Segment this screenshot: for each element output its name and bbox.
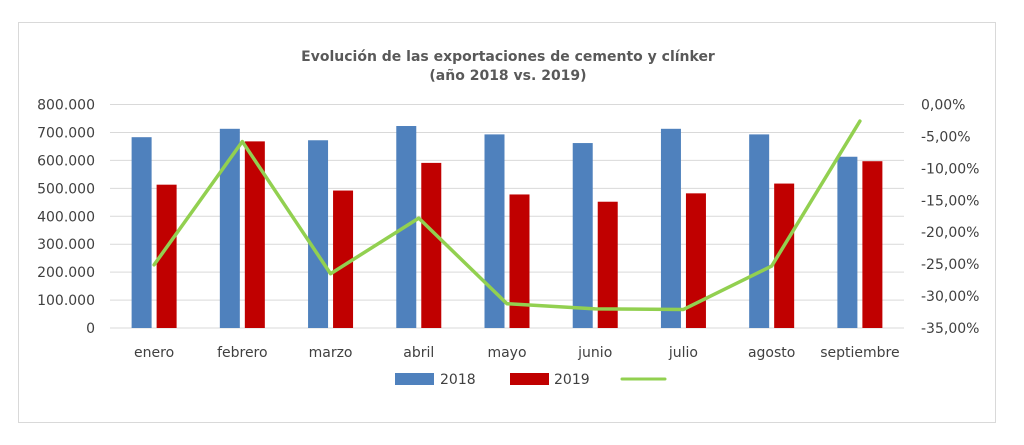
right-axis-ticks: 0,00% -5,00% -10,00% -15,00% -20,00% -25,00% -…: [921, 98, 979, 338]
bar-2018-mayo: [484, 134, 505, 328]
right-tick-label: -35,00%: [921, 321, 979, 337]
legend-label-2018: 2018: [440, 372, 476, 388]
chart-title: Evolución de las exportaciones de cement…: [301, 49, 715, 65]
right-tick-label: -5,00%: [921, 129, 971, 145]
bar-2019-mayo: [509, 194, 530, 328]
left-tick-label: 300.000: [37, 237, 95, 253]
left-tick-label: 500.000: [37, 181, 95, 197]
left-tick-label: 100.000: [37, 293, 95, 309]
right-tick-label: -15,00%: [921, 193, 979, 209]
bar-2018-marzo: [308, 140, 329, 328]
category-label: mayo: [487, 345, 526, 361]
category-label: enero: [134, 345, 174, 361]
right-tick-label: -20,00%: [921, 225, 979, 241]
bar-2018-agosto: [749, 134, 770, 328]
bar-2019-marzo: [333, 190, 354, 328]
legend-swatch-2019: [510, 373, 549, 385]
bar-2019-junio: [597, 201, 618, 328]
bar-2019-abril: [421, 162, 442, 328]
bar-2018-junio: [572, 143, 593, 328]
bars: [131, 126, 883, 328]
chart-subtitle: (año 2018 vs. 2019): [429, 68, 586, 84]
category-label: febrero: [217, 345, 268, 361]
bar-2019-febrero: [244, 141, 265, 328]
right-tick-label: -10,00%: [921, 161, 979, 177]
bar-2018-febrero: [219, 128, 240, 328]
bar-2018-enero: [131, 137, 152, 328]
right-tick-label: -25,00%: [921, 257, 979, 273]
left-tick-label: 700.000: [37, 125, 95, 141]
line-series: [152, 119, 862, 312]
category-labels: enero febrero marzo abril mayo junio julio agos…: [134, 345, 900, 361]
left-tick-label: 600.000: [37, 153, 95, 169]
left-tick-label: 0: [86, 321, 95, 337]
legend-swatch-2018: [395, 373, 434, 385]
left-axis-ticks: 0 100.000 200.000 300.000 400.000 500.000 600.…: [37, 98, 95, 338]
left-tick-label: 400.000: [37, 209, 95, 225]
left-tick-label: 200.000: [37, 265, 95, 281]
legend-label-2019: 2019: [554, 372, 590, 388]
category-label: agosto: [748, 345, 795, 361]
gridlines: [110, 104, 904, 329]
left-tick-label: 800.000: [37, 98, 95, 114]
bar-2019-agosto: [774, 183, 795, 328]
bar-2019-septiembre: [862, 161, 883, 328]
category-label: junio: [577, 345, 612, 361]
bar-2018-julio: [660, 128, 681, 328]
chart-frame: [18, 22, 996, 423]
category-label: marzo: [309, 345, 353, 361]
category-label: abril: [403, 345, 434, 361]
legend: 2018 2019: [395, 372, 667, 388]
bar-2018-septiembre: [837, 156, 858, 328]
right-tick-label: -30,00%: [921, 289, 979, 305]
bar-2019-julio: [685, 193, 706, 328]
right-tick-label: 0,00%: [921, 98, 965, 114]
category-label: septiembre: [820, 345, 899, 361]
category-label: julio: [668, 345, 698, 361]
bar-2019-enero: [156, 184, 177, 328]
